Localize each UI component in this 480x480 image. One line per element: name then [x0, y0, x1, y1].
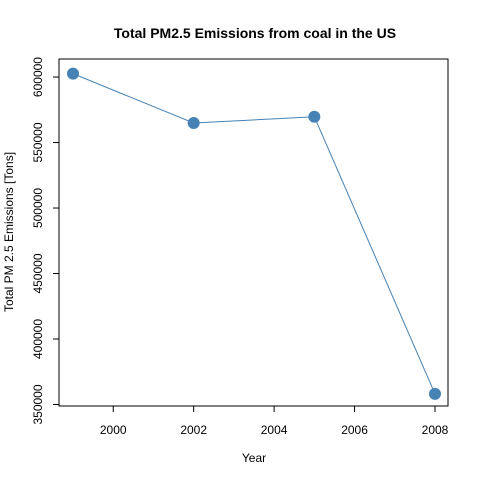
x-axis-label: Year	[242, 451, 266, 465]
y-tick-label: 600000	[31, 57, 45, 97]
y-tick-label: 350000	[31, 384, 45, 424]
y-axis-label: Total PM 2.5 Emissions [Tons]	[2, 152, 16, 312]
y-tick-label: 450000	[31, 253, 45, 293]
y-tick-label: 550000	[31, 122, 45, 162]
data-point	[308, 110, 321, 123]
x-tick-label: 2008	[422, 423, 449, 437]
series-layer	[67, 67, 441, 400]
plot-frame	[58, 58, 449, 407]
chart-title: Total PM2.5 Emissions from coal in the U…	[114, 25, 396, 41]
x-tick-label: 2006	[341, 423, 368, 437]
x-tick-label: 2004	[261, 423, 288, 437]
data-point	[187, 117, 200, 130]
x-tick-label: 2000	[100, 423, 127, 437]
data-point	[429, 387, 441, 400]
x-axis: 2000 2002 2004 2006 2008	[100, 405, 449, 437]
data-point	[67, 67, 79, 80]
y-axis: 350000 400000 450000 500000 550000 600000	[31, 57, 60, 425]
y-tick-label: 500000	[31, 188, 45, 228]
y-tick-label: 400000	[31, 319, 45, 359]
series-line	[72, 73, 436, 395]
x-tick-label: 2002	[180, 423, 207, 437]
